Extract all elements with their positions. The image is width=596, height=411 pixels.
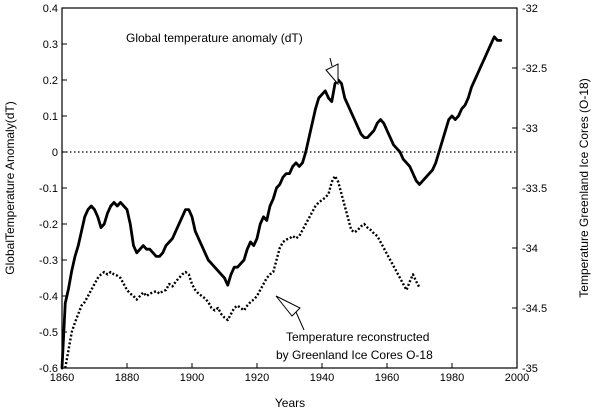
y-right-tick-label: -34.5 (522, 303, 547, 315)
series-group (60, 35, 503, 370)
y-left-tick-label: 0.1 (43, 111, 58, 123)
x-axis-title: Years (275, 396, 305, 410)
x-tick-label: 1940 (310, 372, 334, 384)
annotation-reconstructed-line1: Temperature reconstructed (286, 330, 429, 344)
x-tick-label: 1860 (50, 372, 74, 384)
y-right-tick-label: -32 (522, 3, 538, 15)
y-left-tick-label: 0.3 (43, 39, 58, 51)
y-right-ticks-group: -35 -34.5 -34 -33.5 -33 -32.5 -32 (512, 3, 547, 375)
arrow-head-reconstructed (275, 295, 301, 317)
x-tick-label: 1980 (440, 372, 464, 384)
x-ticks-group: 1860 1880 1900 1920 1940 1960 1980 2000 (50, 363, 529, 384)
y-left-tick-label: -0.1 (39, 183, 58, 195)
x-tick-label: 1880 (115, 372, 139, 384)
y-left-tick-label: 0 (52, 147, 58, 159)
y-left-axis-title: GlobalTemperature Anomaly(dT) (3, 101, 17, 274)
y-right-axis-title: Temperature Greenland Ice Cores (O-18) (577, 78, 591, 297)
y-left-tick-label: -0.2 (39, 219, 58, 231)
y-left-tick-label: 0.2 (43, 75, 58, 87)
y-right-tick-label: -35 (522, 363, 538, 375)
y-left-tick-label: -0.6 (39, 363, 58, 375)
y-left-tick-label: -0.3 (39, 255, 58, 267)
y-right-tick-label: -33 (522, 123, 538, 135)
y-right-tick-label: -34 (522, 243, 538, 255)
x-tick-label: 1960 (375, 372, 399, 384)
x-tick-label: 1900 (180, 372, 204, 384)
annotation-global-temp: Global temperature anomaly (dT) (126, 31, 303, 45)
x-tick-label: 1920 (245, 372, 269, 384)
y-right-tick-label: -33.5 (522, 183, 547, 195)
annotation-reconstructed-line2: by Greenland Ice Cores O-18 (276, 348, 433, 362)
y-right-tick-label: -32.5 (522, 63, 547, 75)
y-left-tick-label: -0.5 (39, 327, 58, 339)
y-left-tick-label: 0.4 (43, 3, 58, 15)
arrow-head-global (325, 63, 339, 86)
x-tick-label: 2000 (505, 372, 529, 384)
y-left-tick-label: -0.4 (39, 291, 58, 303)
series-line-greenland-reconstruction (64, 174, 421, 369)
annotation-arrow-reconstructed (275, 295, 305, 331)
series-line-global-temperature (60, 35, 503, 370)
annotation-arrow-global (325, 57, 339, 86)
y-left-ticks-group: -0.6 -0.5 -0.4 -0.3 -0.2 -0.1 0 0.1 0.2 0.3 0.4 (39, 3, 67, 375)
